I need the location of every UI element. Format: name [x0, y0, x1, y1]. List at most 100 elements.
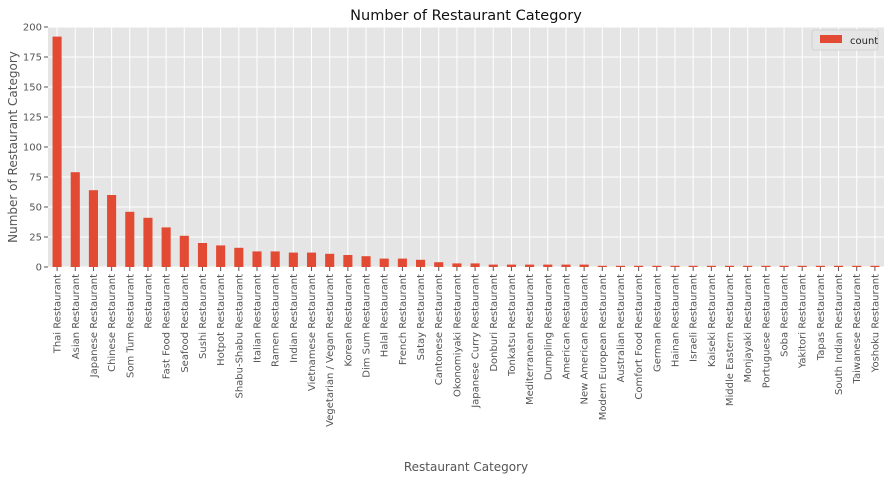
bar: [761, 265, 771, 267]
legend: count: [811, 29, 879, 51]
bar: [288, 252, 298, 267]
bar: [52, 36, 62, 267]
x-tick-label: Cantonese Restaurant: [434, 274, 445, 385]
bar: [488, 264, 498, 267]
bar: [525, 264, 535, 267]
bar: [706, 265, 716, 267]
x-tick-label: French Restaurant: [398, 274, 409, 365]
x-tick-label: Sushi Restaurant: [198, 274, 209, 359]
bar: [434, 262, 444, 267]
x-tick-label: Satay Restaurant: [416, 274, 427, 360]
x-tick-label: Taiwanese Restaurant: [852, 274, 863, 385]
y-tick-labels: 0 25 50 75 100 125 150 175 200: [23, 23, 48, 274]
bar: [797, 265, 807, 267]
x-tick-label: Tapas Restaurant: [816, 274, 827, 361]
x-tick-label: Halal Restaurant: [380, 274, 391, 357]
bar: [179, 235, 189, 267]
bar: [125, 211, 135, 267]
x-tick-label: German Restaurant: [652, 274, 663, 372]
x-tick-label: Comfort Food Restaurant: [634, 274, 645, 400]
bar: [815, 265, 825, 267]
x-tick-label: Okonomiyaki Restaurant: [452, 274, 463, 397]
bar: [834, 265, 844, 267]
x-tick-label: Dumpling Restaurant: [543, 274, 554, 380]
x-tick-label: Australian Restaurant: [616, 274, 627, 383]
bar: [615, 265, 626, 267]
x-tick-label: Soba Restaurant: [780, 274, 791, 357]
x-tick-label: Dim Sum Restaurant: [362, 274, 373, 378]
x-tick-label: Japanese Curry Restaurant: [471, 274, 482, 409]
bar: [161, 227, 171, 267]
bar: [561, 264, 571, 267]
x-tick-label: Donburi Restaurant: [489, 274, 500, 372]
x-tick-label: Seafood Restaurant: [180, 274, 191, 373]
x-tick-label: Kaiseki Restaurant: [707, 274, 718, 367]
bar: [397, 258, 407, 267]
bar: [379, 258, 389, 267]
bar: [325, 253, 335, 267]
y-axis-label: Number of Restaurant Category: [6, 51, 20, 243]
bar: [470, 263, 480, 267]
bar: [88, 190, 98, 267]
x-tick-label: South Indian Restaurant: [834, 274, 845, 395]
bar: [597, 265, 607, 267]
x-tick-label: Italian Restaurant: [253, 274, 264, 363]
x-tick-label: Vietnamese Restaurant: [307, 274, 318, 391]
x-tick-label: Hotpot Restaurant: [216, 274, 227, 366]
x-tick-label: Shabu-Shabu Restaurant: [234, 274, 245, 399]
bar: [779, 265, 789, 267]
legend-swatch: [820, 35, 842, 43]
x-tick-label: Indian Restaurant: [289, 274, 300, 363]
x-axis-label: Restaurant Category: [404, 460, 528, 474]
bar: [543, 264, 553, 267]
x-tick-label: Yoshoku Restaurant: [870, 274, 881, 373]
bar: [306, 252, 317, 267]
bar: [361, 256, 371, 267]
bar: [452, 263, 462, 267]
bar: [852, 265, 862, 267]
bar: [343, 255, 353, 267]
bar: [143, 217, 153, 267]
x-tick-label: Middle Eastern Restaurant: [725, 274, 736, 406]
y-tick-label: 100: [23, 143, 42, 154]
x-tick-label: Asian Restaurant: [71, 274, 82, 359]
x-tick-label: Korean Restaurant: [343, 274, 354, 367]
x-tick-label: American Restaurant: [561, 274, 572, 380]
x-tick-label: New American Restaurant: [580, 274, 591, 405]
y-tick-label: 75: [29, 173, 42, 184]
x-tick-label: Ramen Restaurant: [271, 274, 282, 367]
bars: [52, 36, 880, 267]
x-tick-labels: Thai Restaurant Asian Restaurant Japanese …: [53, 267, 881, 427]
x-tick-label: Portuguese Restaurant: [761, 274, 772, 388]
x-tick-label: Vegetarian / Vegan Restaurant: [325, 274, 336, 427]
x-tick-label: Hainan Restaurant: [671, 274, 682, 367]
x-tick-label: Japanese Restaurant: [89, 274, 100, 378]
bar: [743, 265, 753, 267]
bar: [688, 265, 698, 267]
bar: [579, 264, 589, 267]
bar: [216, 245, 226, 267]
bar: [252, 251, 262, 267]
y-tick-label: 0: [36, 263, 42, 274]
x-tick-label: Israeli Restaurant: [689, 274, 700, 362]
bar: [70, 172, 80, 267]
bar: [234, 247, 244, 267]
bar: [652, 265, 662, 267]
x-tick-label: Fast Food Restaurant: [162, 274, 173, 379]
y-tick-label: 125: [23, 113, 42, 124]
bar: [416, 259, 426, 267]
bar: [670, 265, 680, 267]
y-tick-label: 175: [23, 53, 42, 64]
bar: [270, 251, 280, 267]
x-tick-label: Monjayaki Restaurant: [743, 274, 754, 383]
legend-label: count: [850, 36, 878, 47]
y-tick-label: 50: [29, 203, 42, 214]
y-tick-label: 25: [29, 233, 42, 244]
bar: [506, 264, 516, 267]
bar: [634, 265, 644, 267]
x-tick-label: Restaurant: [143, 274, 154, 329]
x-tick-label: Modern European Restaurant: [598, 274, 609, 420]
x-tick-label: Chinese Restaurant: [107, 274, 118, 372]
